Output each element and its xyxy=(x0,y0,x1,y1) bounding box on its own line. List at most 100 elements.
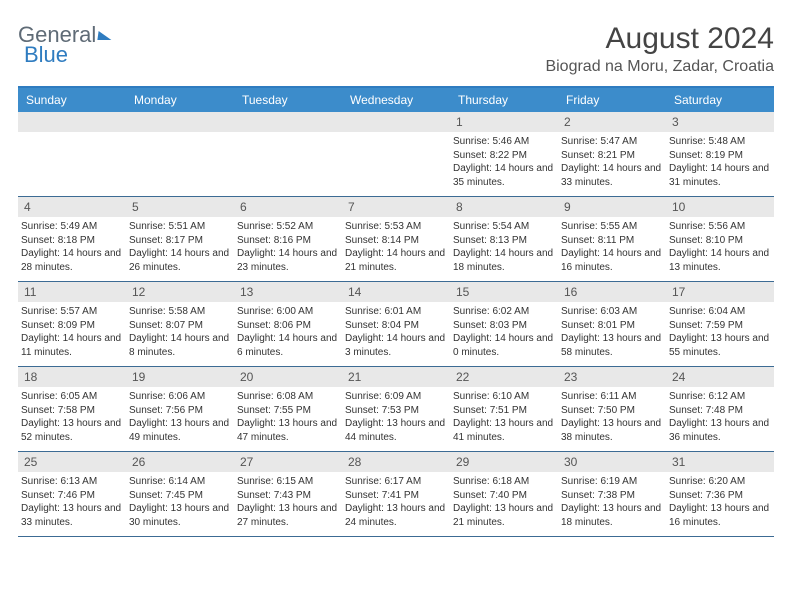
daylight-line: Daylight: 14 hours and 11 minutes. xyxy=(21,332,123,359)
page-header: General August 2024 Biograd na Moru, Zad… xyxy=(18,22,774,76)
sunrise-line: Sunrise: 6:17 AM xyxy=(345,475,447,489)
day-cell: 3Sunrise: 5:48 AMSunset: 8:19 PMDaylight… xyxy=(666,112,774,196)
sunset-line: Sunset: 8:10 PM xyxy=(669,234,771,248)
sunset-line: Sunset: 7:51 PM xyxy=(453,404,555,418)
sunset-line: Sunset: 8:13 PM xyxy=(453,234,555,248)
day-number: 28 xyxy=(342,452,450,472)
daylight-line: Daylight: 14 hours and 33 minutes. xyxy=(561,162,663,189)
sunrise-line: Sunrise: 6:20 AM xyxy=(669,475,771,489)
day-cell xyxy=(126,112,234,196)
daylight-line: Daylight: 14 hours and 3 minutes. xyxy=(345,332,447,359)
day-cell: 29Sunrise: 6:18 AMSunset: 7:40 PMDayligh… xyxy=(450,452,558,536)
daylight-line: Daylight: 13 hours and 16 minutes. xyxy=(669,502,771,529)
day-number: 6 xyxy=(234,197,342,217)
day-cell: 17Sunrise: 6:04 AMSunset: 7:59 PMDayligh… xyxy=(666,282,774,366)
day-number: 11 xyxy=(18,282,126,302)
day-cell: 27Sunrise: 6:15 AMSunset: 7:43 PMDayligh… xyxy=(234,452,342,536)
day-cell: 28Sunrise: 6:17 AMSunset: 7:41 PMDayligh… xyxy=(342,452,450,536)
sunset-line: Sunset: 7:50 PM xyxy=(561,404,663,418)
sunrise-line: Sunrise: 5:56 AM xyxy=(669,220,771,234)
day-cell: 14Sunrise: 6:01 AMSunset: 8:04 PMDayligh… xyxy=(342,282,450,366)
sunset-line: Sunset: 8:16 PM xyxy=(237,234,339,248)
logo-triangle-icon xyxy=(98,31,113,40)
weekday-header: Tuesday xyxy=(234,88,342,112)
day-number: 17 xyxy=(666,282,774,302)
sunrise-line: Sunrise: 6:19 AM xyxy=(561,475,663,489)
day-cell: 10Sunrise: 5:56 AMSunset: 8:10 PMDayligh… xyxy=(666,197,774,281)
title-block: August 2024 Biograd na Moru, Zadar, Croa… xyxy=(545,22,774,76)
day-cell: 15Sunrise: 6:02 AMSunset: 8:03 PMDayligh… xyxy=(450,282,558,366)
sunset-line: Sunset: 7:58 PM xyxy=(21,404,123,418)
sunset-line: Sunset: 7:48 PM xyxy=(669,404,771,418)
day-number: 4 xyxy=(18,197,126,217)
day-cell: 23Sunrise: 6:11 AMSunset: 7:50 PMDayligh… xyxy=(558,367,666,451)
daylight-line: Daylight: 13 hours and 58 minutes. xyxy=(561,332,663,359)
sunset-line: Sunset: 8:06 PM xyxy=(237,319,339,333)
sunset-line: Sunset: 8:18 PM xyxy=(21,234,123,248)
sunrise-line: Sunrise: 6:03 AM xyxy=(561,305,663,319)
sunset-line: Sunset: 7:53 PM xyxy=(345,404,447,418)
day-number: 10 xyxy=(666,197,774,217)
sunset-line: Sunset: 7:41 PM xyxy=(345,489,447,503)
day-cell: 20Sunrise: 6:08 AMSunset: 7:55 PMDayligh… xyxy=(234,367,342,451)
daylight-line: Daylight: 13 hours and 36 minutes. xyxy=(669,417,771,444)
day-number: 18 xyxy=(18,367,126,387)
day-cell: 26Sunrise: 6:14 AMSunset: 7:45 PMDayligh… xyxy=(126,452,234,536)
sunrise-line: Sunrise: 6:09 AM xyxy=(345,390,447,404)
weekday-header: Friday xyxy=(558,88,666,112)
daylight-line: Daylight: 14 hours and 26 minutes. xyxy=(129,247,231,274)
sunrise-line: Sunrise: 6:13 AM xyxy=(21,475,123,489)
daylight-line: Daylight: 13 hours and 44 minutes. xyxy=(345,417,447,444)
day-number: 29 xyxy=(450,452,558,472)
day-number: 9 xyxy=(558,197,666,217)
day-cell xyxy=(234,112,342,196)
calendar-grid: Sunday Monday Tuesday Wednesday Thursday… xyxy=(18,86,774,537)
day-cell: 22Sunrise: 6:10 AMSunset: 7:51 PMDayligh… xyxy=(450,367,558,451)
sunrise-line: Sunrise: 5:52 AM xyxy=(237,220,339,234)
calendar-page: General August 2024 Biograd na Moru, Zad… xyxy=(0,0,792,549)
sunrise-line: Sunrise: 6:04 AM xyxy=(669,305,771,319)
sunset-line: Sunset: 8:11 PM xyxy=(561,234,663,248)
sunset-line: Sunset: 7:43 PM xyxy=(237,489,339,503)
day-number: 8 xyxy=(450,197,558,217)
sunrise-line: Sunrise: 6:00 AM xyxy=(237,305,339,319)
sunset-line: Sunset: 8:21 PM xyxy=(561,149,663,163)
logo-text-part2: Blue xyxy=(24,42,68,68)
location-subtitle: Biograd na Moru, Zadar, Croatia xyxy=(545,58,774,76)
day-number: 27 xyxy=(234,452,342,472)
week-row: 18Sunrise: 6:05 AMSunset: 7:58 PMDayligh… xyxy=(18,367,774,452)
day-cell: 30Sunrise: 6:19 AMSunset: 7:38 PMDayligh… xyxy=(558,452,666,536)
weeks-container: 1Sunrise: 5:46 AMSunset: 8:22 PMDaylight… xyxy=(18,112,774,537)
daylight-line: Daylight: 13 hours and 55 minutes. xyxy=(669,332,771,359)
day-number: 31 xyxy=(666,452,774,472)
weekday-header: Thursday xyxy=(450,88,558,112)
day-number: 7 xyxy=(342,197,450,217)
sunset-line: Sunset: 8:09 PM xyxy=(21,319,123,333)
day-cell: 24Sunrise: 6:12 AMSunset: 7:48 PMDayligh… xyxy=(666,367,774,451)
week-row: 11Sunrise: 5:57 AMSunset: 8:09 PMDayligh… xyxy=(18,282,774,367)
daylight-line: Daylight: 13 hours and 18 minutes. xyxy=(561,502,663,529)
sunrise-line: Sunrise: 6:01 AM xyxy=(345,305,447,319)
daylight-line: Daylight: 14 hours and 23 minutes. xyxy=(237,247,339,274)
day-number: 24 xyxy=(666,367,774,387)
day-number: 22 xyxy=(450,367,558,387)
day-number-empty xyxy=(234,112,342,132)
sunrise-line: Sunrise: 6:15 AM xyxy=(237,475,339,489)
sunset-line: Sunset: 8:07 PM xyxy=(129,319,231,333)
day-cell: 2Sunrise: 5:47 AMSunset: 8:21 PMDaylight… xyxy=(558,112,666,196)
day-cell: 8Sunrise: 5:54 AMSunset: 8:13 PMDaylight… xyxy=(450,197,558,281)
day-number: 16 xyxy=(558,282,666,302)
sunset-line: Sunset: 8:03 PM xyxy=(453,319,555,333)
sunset-line: Sunset: 8:04 PM xyxy=(345,319,447,333)
day-cell: 21Sunrise: 6:09 AMSunset: 7:53 PMDayligh… xyxy=(342,367,450,451)
day-cell: 9Sunrise: 5:55 AMSunset: 8:11 PMDaylight… xyxy=(558,197,666,281)
week-row: 1Sunrise: 5:46 AMSunset: 8:22 PMDaylight… xyxy=(18,112,774,197)
sunrise-line: Sunrise: 6:06 AM xyxy=(129,390,231,404)
sunset-line: Sunset: 8:17 PM xyxy=(129,234,231,248)
month-title: August 2024 xyxy=(545,22,774,56)
day-number: 15 xyxy=(450,282,558,302)
day-number-empty xyxy=(126,112,234,132)
week-row: 4Sunrise: 5:49 AMSunset: 8:18 PMDaylight… xyxy=(18,197,774,282)
sunrise-line: Sunrise: 5:57 AM xyxy=(21,305,123,319)
daylight-line: Daylight: 14 hours and 6 minutes. xyxy=(237,332,339,359)
